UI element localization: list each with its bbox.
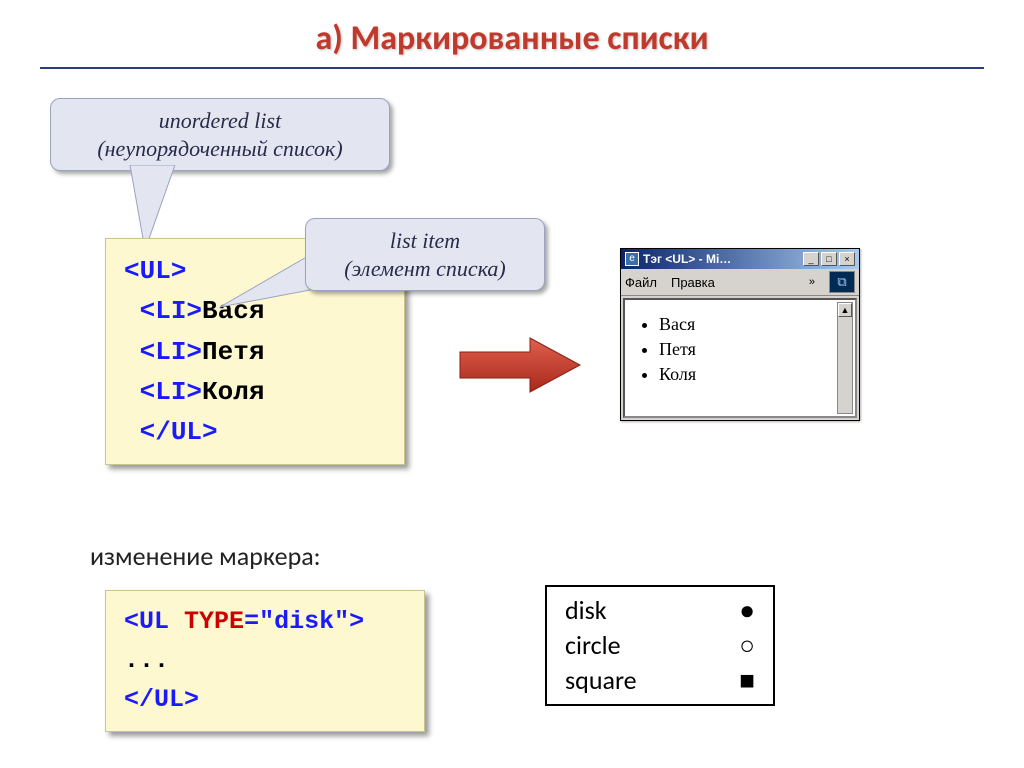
code1-line5: </UL> <box>124 412 386 452</box>
callout-unordered-list: unordered list (неупорядоченный список) <box>50 98 390 171</box>
rendered-list: Вася Петя Коля <box>633 314 847 385</box>
callout2-line2: (элемент списка) <box>324 255 526 283</box>
page-title: а) Маркированные списки <box>0 0 1024 59</box>
marker-name: square <box>565 663 637 698</box>
callout1-line1: unordered list <box>69 107 371 135</box>
table-row: circle ○ <box>565 628 755 663</box>
list-item: Вася <box>659 314 847 335</box>
menu-edit[interactable]: Правка <box>671 275 715 290</box>
marker-name: disk <box>565 593 607 628</box>
code1-line3: <LI>Петя <box>124 332 386 372</box>
marker-symbol-disk: ● <box>739 593 755 628</box>
close-button[interactable]: × <box>839 252 855 266</box>
title-rule <box>40 67 984 69</box>
window-body: ▲ Вася Петя Коля <box>623 298 857 418</box>
browser-window: e Тэг <UL> - Mi… _ □ × Файл Правка » ⧉ ▲… <box>620 248 860 421</box>
list-item: Петя <box>659 339 847 360</box>
code1-line4: <LI>Коля <box>124 372 386 412</box>
app-icon: e <box>625 252 639 266</box>
code2-line2: ... <box>124 642 406 681</box>
callout2-tail <box>215 255 315 315</box>
menu-file[interactable]: Файл <box>625 275 657 290</box>
arrow-right-icon <box>450 330 590 400</box>
table-row: square ■ <box>565 663 755 698</box>
scroll-up-button[interactable]: ▲ <box>838 303 852 317</box>
maximize-button[interactable]: □ <box>821 252 837 266</box>
code2-line3: </UL> <box>124 681 406 720</box>
window-title-text: Тэг <UL> - Mi… <box>643 252 799 266</box>
callout1-line2: (неупорядоченный список) <box>69 135 371 163</box>
window-titlebar: e Тэг <UL> - Mi… _ □ × <box>621 249 859 269</box>
subheading-marker-change: изменение маркера: <box>90 540 321 572</box>
table-row: disk ● <box>565 593 755 628</box>
marker-symbol-square: ■ <box>739 663 755 698</box>
callout-list-item: list item (элемент списка) <box>305 218 545 291</box>
code-box-ul-type: <UL TYPE="disk"> ... </UL> <box>105 590 425 732</box>
code2-line1: <UL TYPE="disk"> <box>124 603 406 642</box>
throbber-icon: ⧉ <box>829 271 855 293</box>
list-item: Коля <box>659 364 847 385</box>
scrollbar[interactable]: ▲ <box>837 302 853 414</box>
marker-types-table: disk ● circle ○ square ■ <box>545 585 775 706</box>
marker-symbol-circle: ○ <box>739 628 755 663</box>
callout2-line1: list item <box>324 227 526 255</box>
minimize-button[interactable]: _ <box>803 252 819 266</box>
window-menubar: Файл Правка » ⧉ <box>621 269 859 296</box>
marker-name: circle <box>565 628 621 663</box>
menu-more[interactable]: » <box>809 276 815 288</box>
